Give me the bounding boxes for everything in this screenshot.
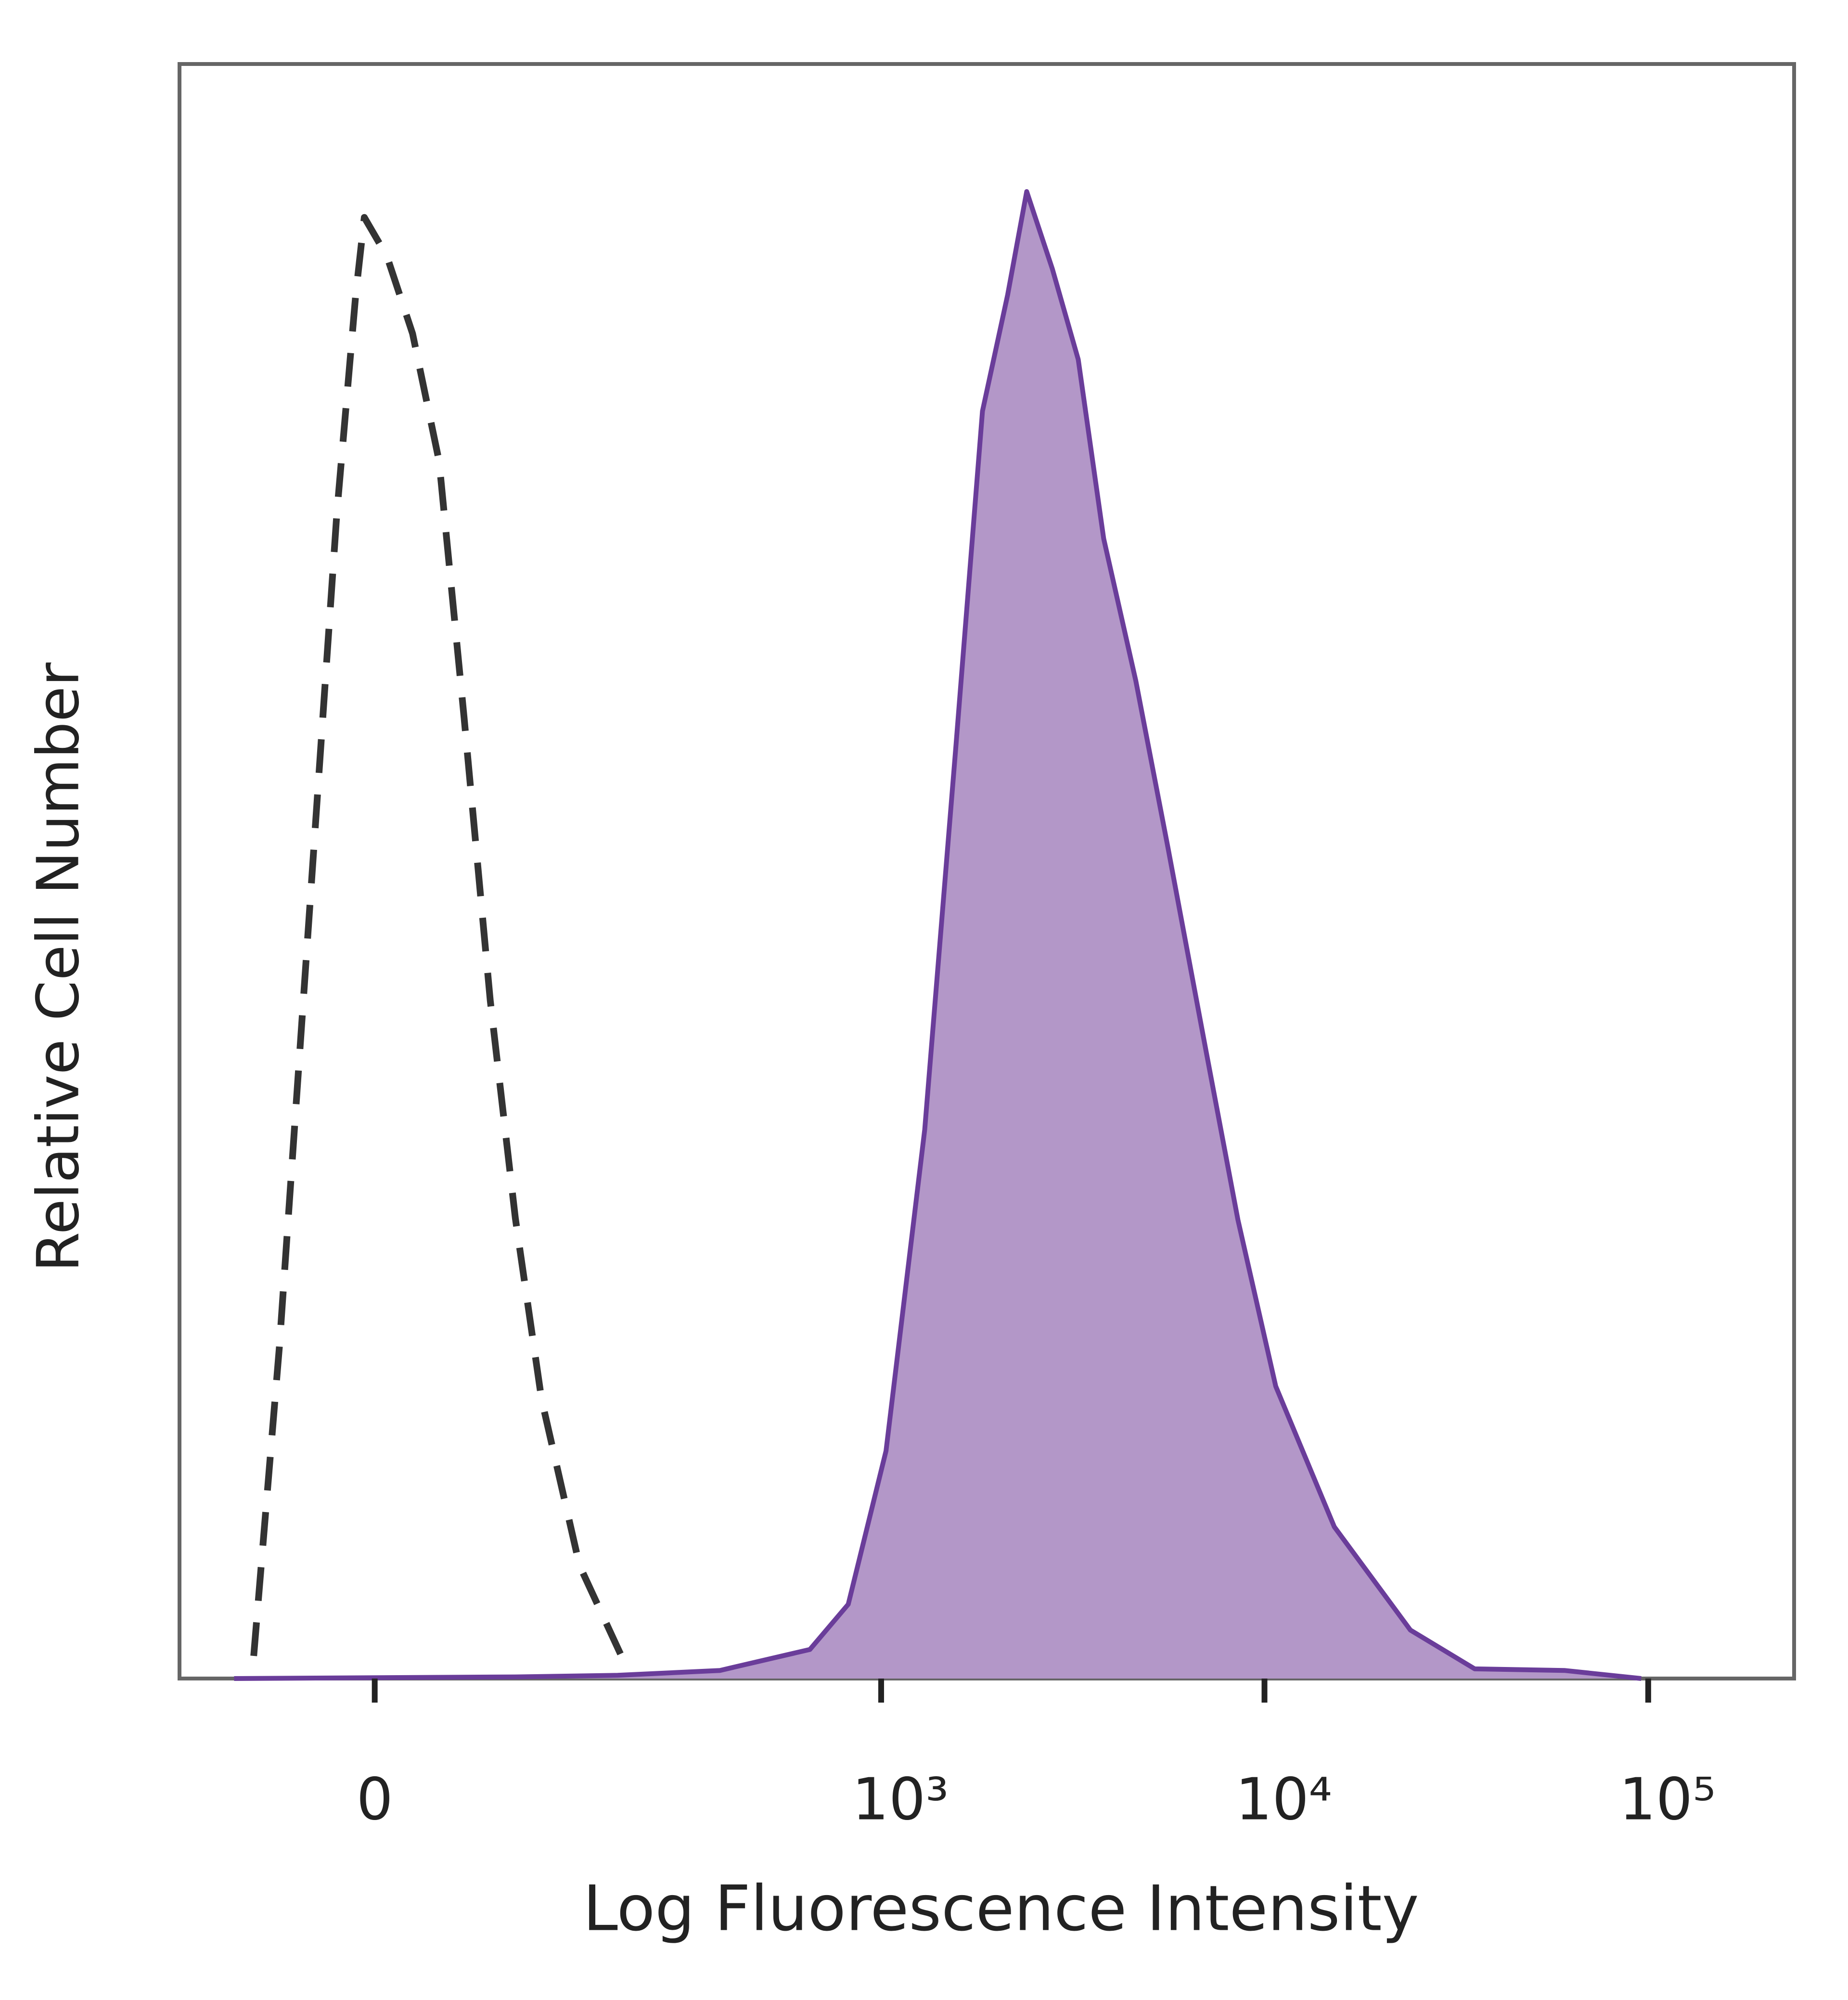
y-axis-label: Relative Cell Number xyxy=(26,662,92,1272)
histogram-fill xyxy=(234,192,1642,1679)
x-axis-label: Log Fluorescence Intensity xyxy=(583,1872,1419,1945)
x-tick-label: 10³ xyxy=(852,1767,949,1833)
x-tick-label: 0 xyxy=(356,1767,393,1833)
x-tick-label: 10⁴ xyxy=(1235,1767,1332,1833)
isotype-line xyxy=(250,214,628,1664)
x-tick-label: 10⁵ xyxy=(1619,1767,1716,1833)
histogram-line xyxy=(234,189,1642,1681)
